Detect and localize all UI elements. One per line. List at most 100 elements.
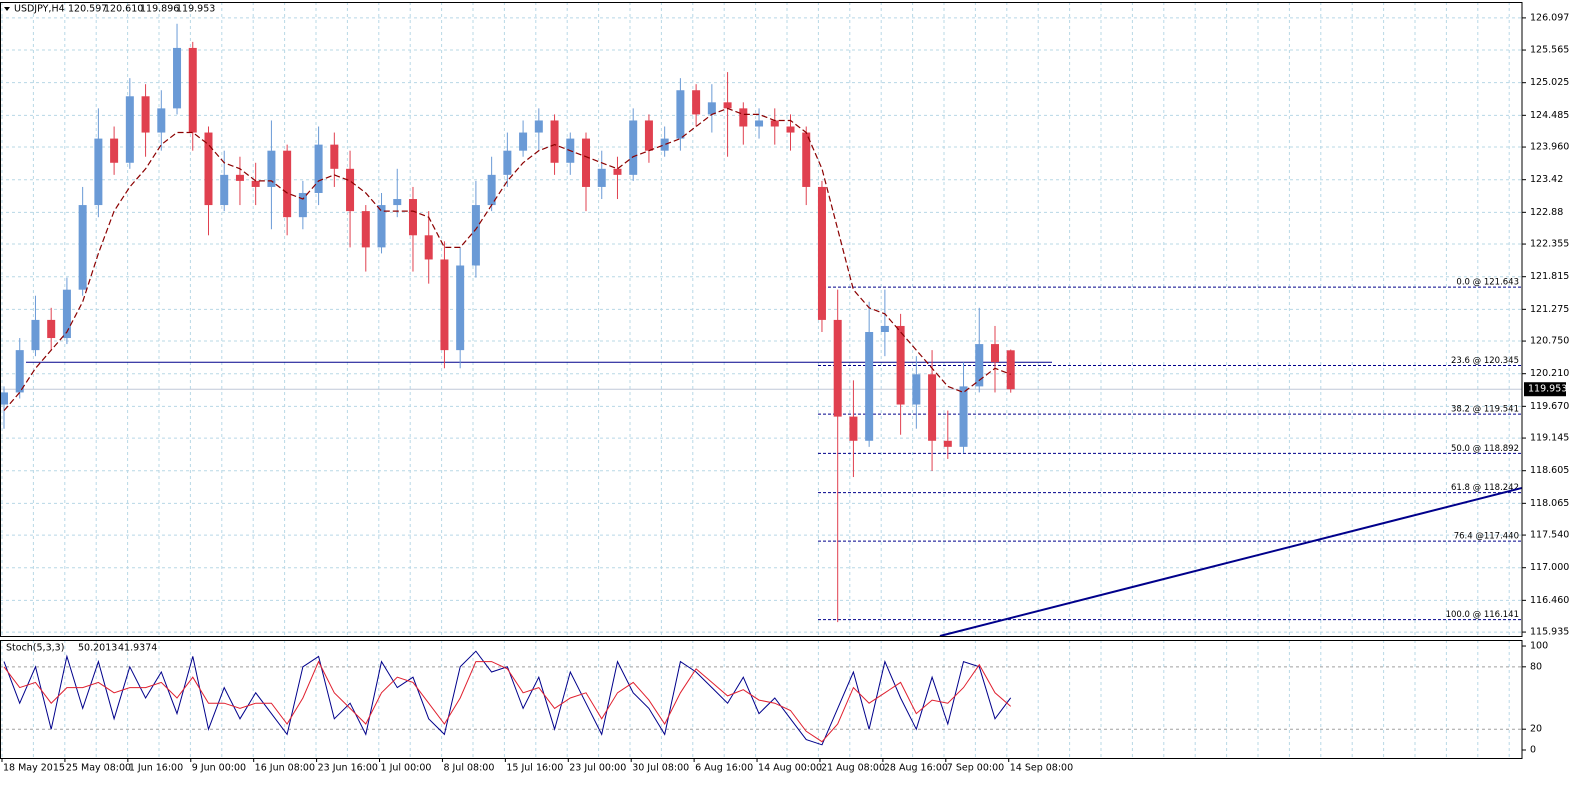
y-tick-label: 118.065 [1530, 498, 1569, 509]
candle-body [959, 386, 968, 447]
candle-body [817, 186, 826, 320]
candle-body [990, 344, 999, 363]
y-tick-label: 124.485 [1530, 110, 1569, 121]
x-tick-label: 25 May 08:00 [66, 763, 131, 774]
candle-body [629, 120, 638, 175]
candle-body [283, 150, 292, 218]
candle-body [204, 132, 213, 206]
panel-frame [0, 2, 1523, 637]
candle-body [534, 120, 543, 133]
candle-body [141, 96, 150, 133]
candle-body [393, 199, 402, 206]
x-tick-label: 8 Jul 08:00 [443, 763, 494, 774]
candle-body [346, 168, 355, 212]
x-tick-label: 23 Jun 16:00 [318, 763, 378, 774]
candle-body [896, 325, 905, 405]
candle-body [582, 138, 591, 187]
candle-body [251, 180, 260, 187]
x-tick-label: 15 Jul 16:00 [506, 763, 563, 774]
x-tick-label: 16 Jun 08:00 [255, 763, 315, 774]
x-tick-label: 9 Jun 00:00 [192, 763, 246, 774]
indicator-main-value: 50.2013 [78, 643, 117, 654]
candle-body [739, 108, 748, 127]
candle-body [833, 319, 842, 417]
candle-body [644, 120, 653, 151]
x-tick-label: 7 Sep 00:00 [947, 763, 1004, 774]
fib-label: 61.8 @ 118.242 [1451, 483, 1519, 493]
y-tick-label: 115.935 [1530, 627, 1569, 638]
y-tick-label: 120.750 [1530, 336, 1569, 347]
header-arrow [4, 7, 10, 11]
y-tick-label: 119.145 [1530, 433, 1569, 444]
y-tick-label: 118.605 [1530, 465, 1569, 476]
fib-label: 100.0 @ 116.141 [1446, 610, 1519, 620]
y-tick-label: 119.670 [1530, 401, 1569, 412]
indicator-title: Stoch(5,3,3) [6, 643, 64, 654]
candle-body [880, 325, 889, 332]
candle-body [267, 150, 276, 187]
candle-body [912, 374, 921, 405]
y-tick-label: 125.025 [1530, 77, 1569, 88]
candle-body [298, 192, 307, 218]
y-tick-label: 117.000 [1530, 562, 1569, 573]
y-tick-label: 116.460 [1530, 595, 1569, 606]
candle-body [975, 344, 984, 387]
stoch-line [3, 660, 1012, 743]
x-tick-label: 18 May 2015 [3, 763, 65, 774]
candle-body [802, 132, 811, 187]
x-tick-label: 30 Jul 08:00 [632, 763, 689, 774]
candle-body [865, 331, 874, 441]
candle-body [408, 199, 417, 236]
y-tick-label: 122.88 [1530, 207, 1563, 218]
candle-body [377, 205, 386, 248]
candle-body [613, 168, 622, 175]
candle-body [1006, 350, 1015, 390]
x-tick-label: 28 Aug 16:00 [884, 763, 948, 774]
y-tick-label: 121.815 [1530, 271, 1569, 282]
candle-body [928, 374, 937, 441]
y-tick-label: 0 [1530, 744, 1536, 755]
candle-body [173, 47, 182, 109]
candle-body [31, 319, 40, 351]
candle-body [723, 102, 732, 109]
fib-label: 50.0 @ 118.892 [1451, 444, 1519, 454]
candle-body [692, 90, 701, 115]
y-tick-label: 80 [1530, 661, 1542, 672]
candle-body [47, 319, 56, 339]
candle-body [519, 132, 528, 151]
header-high: 120.610 [104, 4, 143, 15]
candle-body [361, 211, 370, 248]
candle-body [456, 265, 465, 351]
candle-body [849, 416, 858, 441]
candle-body [755, 120, 764, 127]
y-tick-label: 117.540 [1530, 530, 1569, 541]
x-tick-label: 23 Jul 00:00 [569, 763, 626, 774]
candle-body [188, 47, 197, 133]
x-tick-label: 14 Aug 00:00 [758, 763, 822, 774]
candle-body [707, 102, 716, 115]
main-header: USDJPY,H4 120.597 120.610 119.896 119.95… [4, 4, 215, 15]
candle-body [110, 138, 119, 163]
x-tick-label: 14 Sep 08:00 [1010, 763, 1073, 774]
candle-body [943, 440, 952, 447]
candle-body [78, 205, 87, 290]
bid-label: 119.953 [1528, 384, 1567, 395]
x-tick-label: 21 Aug 08:00 [821, 763, 885, 774]
moving-average [3, 107, 1011, 411]
candle-body [440, 259, 449, 351]
candle-body [314, 144, 323, 193]
candle-body [424, 235, 433, 260]
fib-label: 23.6 @ 120.345 [1451, 356, 1519, 366]
fib-label: 0.0 @ 121.643 [1456, 278, 1519, 288]
candle-body [676, 90, 685, 139]
candle-body [770, 120, 779, 127]
x-tick-label: 1 Jul 00:00 [381, 763, 432, 774]
stoch-line [3, 650, 1012, 746]
y-tick-label: 121.275 [1530, 304, 1569, 315]
y-tick-label: 122.355 [1530, 239, 1569, 250]
candle-body [786, 126, 795, 133]
symbol-title: USDJPY,H4 [14, 4, 65, 15]
candle-body [503, 150, 512, 175]
